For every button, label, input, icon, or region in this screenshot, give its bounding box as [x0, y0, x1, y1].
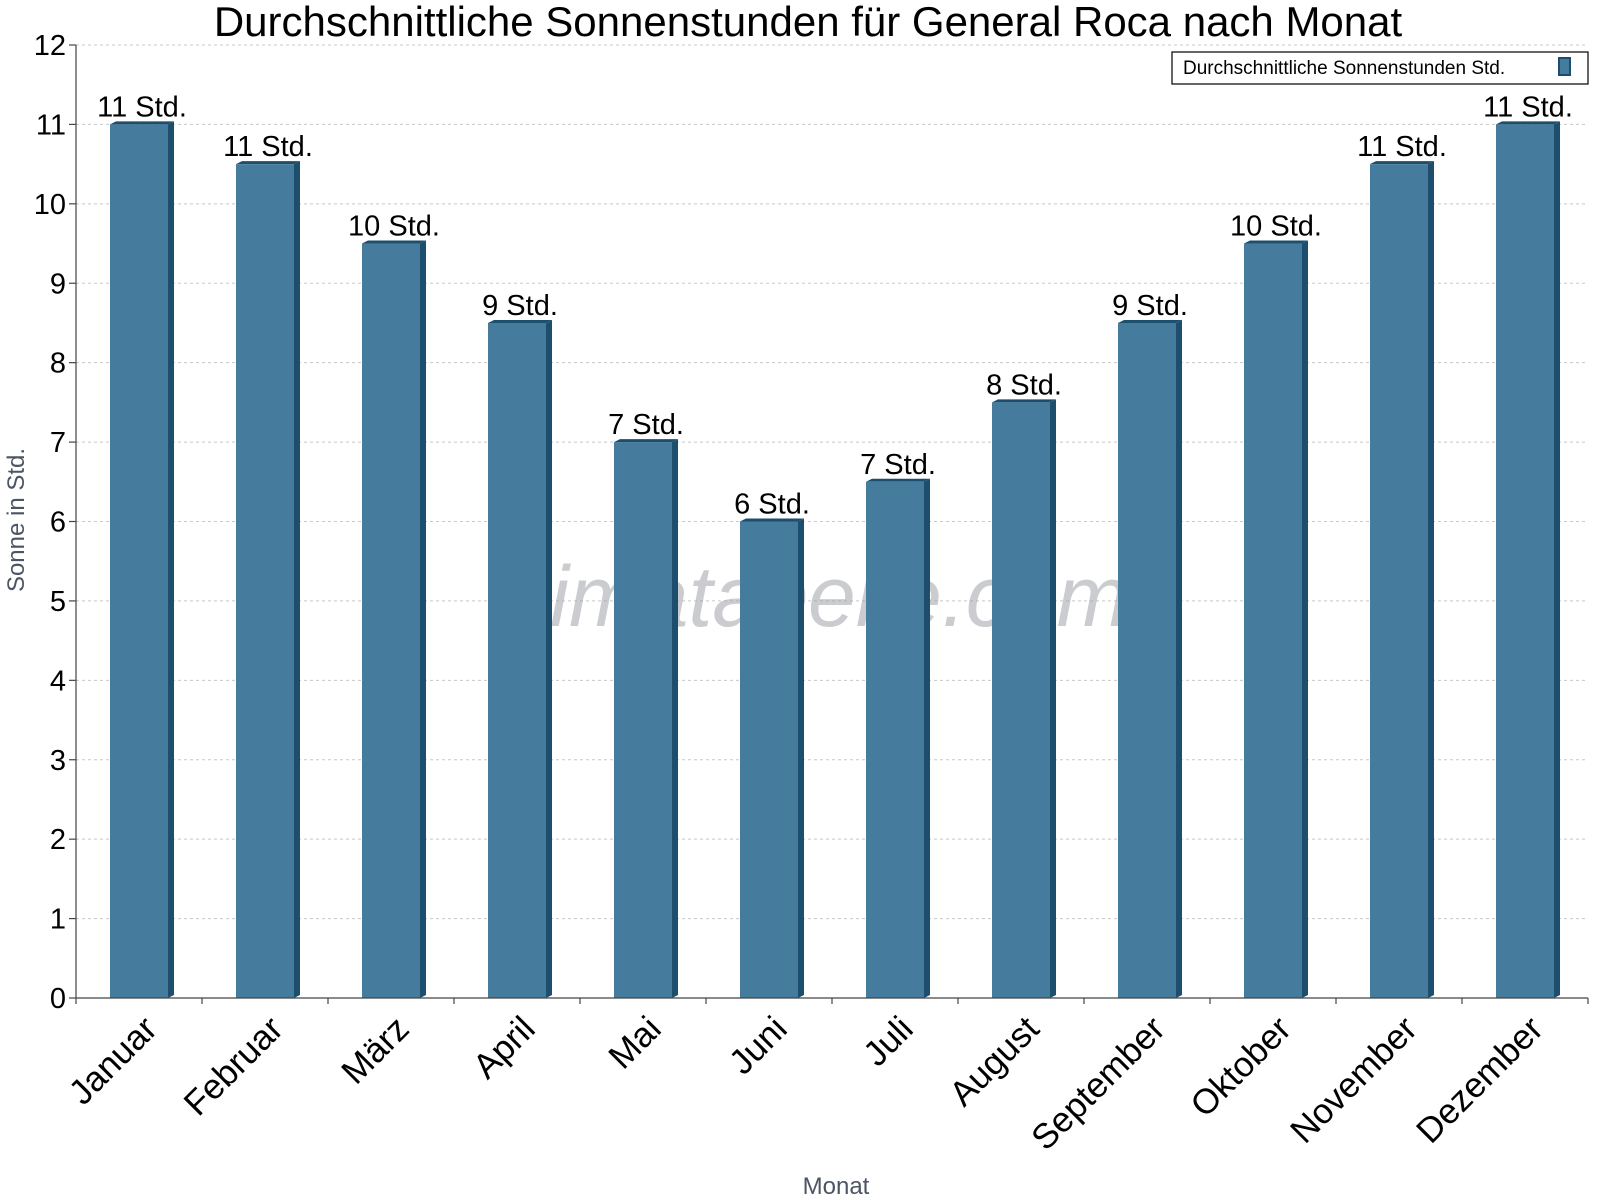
- x-tick-label: November: [1283, 1009, 1425, 1151]
- y-axis-title: Sonne in Std.: [3, 448, 30, 592]
- bar-top: [1370, 161, 1434, 165]
- bar-top: [866, 478, 930, 482]
- bar-value-label: 9 Std.: [482, 290, 558, 322]
- y-tick-label: 0: [50, 983, 66, 1015]
- bar-top: [236, 161, 300, 165]
- legend: Durchschnittliche Sonnenstunden Std.: [1171, 51, 1589, 85]
- bar-oktober: [1244, 240, 1308, 998]
- y-tick-label: 7: [50, 427, 66, 459]
- bar-side: [1050, 399, 1056, 998]
- bar-value-label: 11 Std.: [223, 131, 313, 163]
- grid-layer: [76, 44, 1588, 920]
- bar-value-label: 9 Std.: [1112, 290, 1188, 322]
- legend-label: Durchschnittliche Sonnenstunden Std.: [1183, 58, 1505, 79]
- bar-value-label: 8 Std.: [986, 369, 1062, 401]
- bar-juni: [740, 518, 804, 998]
- bar-value-label: 7 Std.: [860, 449, 936, 481]
- bar: [1118, 322, 1176, 998]
- bar-top: [1118, 319, 1182, 323]
- x-tick-label: Mai: [601, 1009, 668, 1076]
- bar-side: [1302, 240, 1308, 998]
- y-tick-label: 9: [50, 268, 66, 300]
- bar-layer: 11 Std. 11 Std. 10 Std. 9 Std. 7 Std. 6 Std. 7…: [97, 91, 1573, 999]
- bar-top: [740, 518, 804, 522]
- bar-top: [110, 121, 174, 125]
- x-tick-label: Oktober: [1183, 1009, 1299, 1125]
- bar-value-label: 6 Std.: [734, 489, 810, 521]
- bar-mai: [614, 439, 678, 998]
- x-tick-label: Januar: [61, 1009, 164, 1112]
- bar-november: [1370, 161, 1434, 998]
- bar-top: [992, 399, 1056, 403]
- bar: [614, 442, 672, 998]
- bar-märz: [362, 240, 426, 998]
- legend-box: [1171, 51, 1589, 85]
- y-tick-label: 6: [50, 507, 66, 539]
- x-tick-label: Februar: [176, 1009, 290, 1123]
- bar-value-label: 7 Std.: [608, 409, 684, 441]
- chart-title: Durchschnittliche Sonnenstunden für Gene…: [214, 0, 1403, 45]
- bar-top: [614, 439, 678, 443]
- bar: [488, 322, 546, 998]
- bar: [1244, 243, 1302, 998]
- bar-side: [1554, 121, 1560, 998]
- x-tick-label: August: [942, 1009, 1047, 1114]
- bar-side: [420, 240, 426, 998]
- y-tick-label: 12: [34, 30, 66, 62]
- bar-top: [1244, 240, 1308, 244]
- bar: [740, 521, 798, 998]
- bar-august: [992, 399, 1056, 998]
- bar-april: [488, 319, 552, 998]
- legend-swatch: [1558, 57, 1571, 76]
- bar-juli: [866, 478, 930, 999]
- x-tick-label: Juli: [856, 1009, 921, 1074]
- bar-value-label: 11 Std.: [1357, 131, 1447, 163]
- bar: [866, 481, 924, 999]
- bar: [110, 124, 168, 998]
- y-tick-label: 10: [34, 189, 66, 221]
- y-tick-label: 3: [50, 745, 66, 777]
- y-tick-label: 8: [50, 348, 66, 380]
- bar-side: [294, 161, 300, 998]
- x-tick-label: März: [334, 1009, 417, 1092]
- bar-value-label: 10 Std.: [1230, 211, 1322, 243]
- bar-januar: [110, 121, 174, 998]
- bar-side: [546, 319, 552, 998]
- bar: [362, 243, 420, 998]
- bar-side: [672, 439, 678, 998]
- bar-side: [1428, 161, 1434, 998]
- bar-side: [924, 478, 930, 999]
- bar-value-label: 10 Std.: [348, 211, 440, 243]
- y-tick-label: 4: [50, 665, 66, 697]
- bar-side: [798, 518, 804, 998]
- x-tick-label: Juni: [722, 1009, 795, 1082]
- x-tick-label: September: [1024, 1009, 1173, 1158]
- bar-value-label: 11 Std.: [97, 91, 187, 123]
- bar: [992, 402, 1050, 998]
- x-tick-label: April: [466, 1009, 543, 1086]
- bar-dezember: [1496, 121, 1560, 998]
- bar: [1496, 124, 1554, 998]
- y-tick-label: 11: [36, 109, 66, 141]
- y-tick-label: 5: [50, 586, 66, 618]
- y-tick-label: 2: [50, 824, 66, 856]
- x-tick-label: Dezember: [1409, 1009, 1551, 1151]
- bar-side: [1176, 319, 1182, 998]
- y-tick-label: 1: [50, 904, 66, 936]
- bar-top: [1496, 121, 1560, 125]
- x-axis-title: Monat: [803, 1173, 870, 1200]
- bar-value-label: 11 Std.: [1483, 91, 1573, 123]
- bar-top: [362, 240, 426, 244]
- bar-september: [1118, 319, 1182, 998]
- bar: [1370, 164, 1428, 998]
- bar-top: [488, 319, 552, 323]
- bar-side: [168, 121, 174, 998]
- bar: [236, 164, 294, 998]
- bar-februar: [236, 161, 300, 998]
